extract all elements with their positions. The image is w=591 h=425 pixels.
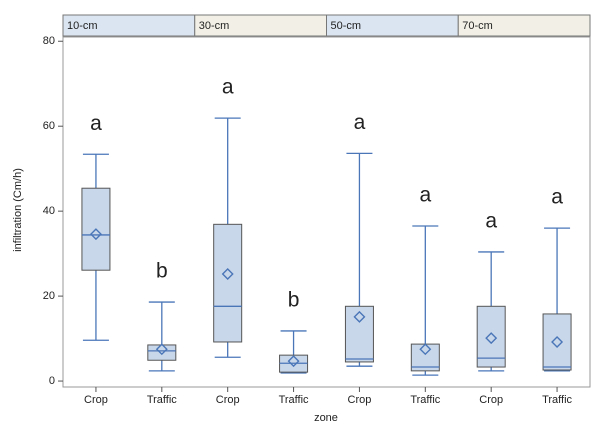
box	[476, 305, 506, 368]
panel-label: 30-cm	[199, 20, 230, 32]
panel-label: 50-cm	[331, 20, 362, 32]
y-tick-label: 0	[49, 375, 55, 387]
x-tick-label: Traffic	[147, 394, 177, 406]
box	[542, 313, 572, 371]
x-tick-label: Traffic	[542, 394, 572, 406]
significance-letter: a	[551, 186, 563, 209]
mean-marker	[89, 228, 102, 241]
significance-letter: b	[156, 260, 168, 283]
box	[213, 223, 243, 343]
y-axis-label: infiltration (Cm/h)	[12, 168, 24, 252]
significance-letter: a	[419, 184, 431, 207]
x-tick-label: Traffic	[410, 394, 440, 406]
mean-marker	[419, 343, 432, 356]
significance-letter: a	[222, 76, 234, 99]
box	[147, 344, 177, 361]
x-tick-label: Crop	[348, 394, 372, 406]
significance-letter: a	[354, 111, 366, 134]
box	[344, 305, 374, 363]
y-tick-label: 40	[43, 205, 55, 217]
significance-letter: a	[90, 112, 102, 135]
mean-marker	[485, 332, 498, 345]
mean-marker	[353, 310, 366, 323]
plot-frame	[62, 36, 591, 388]
mean-marker	[551, 335, 564, 348]
y-tick-label: 60	[43, 120, 55, 132]
mean-marker	[155, 343, 168, 356]
y-tick-label: 80	[43, 35, 55, 47]
mean-marker	[221, 268, 234, 281]
x-tick-label: Crop	[84, 394, 108, 406]
significance-letter: b	[288, 288, 300, 311]
x-tick-label: Crop	[216, 394, 240, 406]
x-axis-label: zone	[314, 412, 338, 424]
mean-marker	[287, 355, 300, 368]
panel-label: 10-cm	[67, 20, 98, 32]
x-tick-label: Traffic	[279, 394, 309, 406]
panel-header	[457, 14, 591, 37]
y-tick-label: 20	[43, 290, 55, 302]
panel-label: 70-cm	[462, 20, 493, 32]
significance-letter: a	[485, 209, 497, 232]
x-tick-label: Crop	[479, 394, 503, 406]
